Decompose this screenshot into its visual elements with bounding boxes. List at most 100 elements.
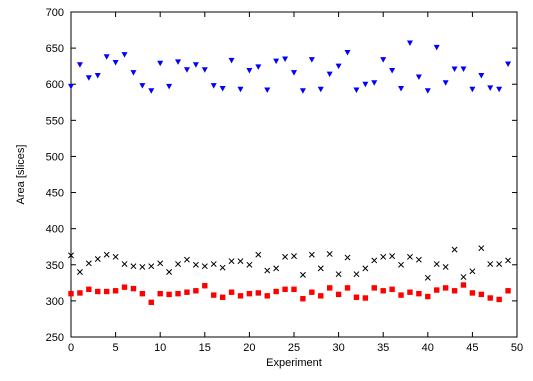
data-point [353, 294, 360, 300]
data-point [76, 62, 83, 68]
data-point [469, 86, 476, 93]
data-point [237, 86, 244, 93]
y-tick-label: 600 [46, 79, 64, 91]
data-point [380, 288, 386, 294]
data-point [237, 258, 244, 265]
data-point [451, 246, 458, 253]
data-point [246, 68, 253, 74]
data-point [228, 289, 235, 295]
data-point [487, 295, 493, 301]
data-point [442, 263, 449, 270]
data-point [85, 260, 92, 267]
x-tick-label: 0 [68, 342, 74, 354]
data-point [273, 288, 279, 295]
data-point [478, 245, 485, 252]
data-point [68, 290, 74, 297]
data-point [371, 257, 378, 264]
y-axis-label: Area [slices] [15, 145, 27, 205]
data-point [291, 253, 297, 260]
x-tick-label: 25 [288, 342, 300, 354]
data-point [103, 251, 110, 258]
data-point [148, 299, 154, 306]
data-point [210, 261, 217, 268]
data-point [139, 83, 146, 89]
data-point [398, 261, 404, 268]
data-point [157, 290, 163, 297]
data-point [166, 269, 173, 275]
x-tick-label: 50 [511, 342, 523, 354]
data-point [362, 265, 369, 272]
data-point [85, 75, 92, 81]
data-point [415, 256, 422, 263]
data-point [157, 260, 164, 267]
x-tick-label: 40 [422, 342, 434, 354]
data-point [68, 83, 74, 90]
data-point [184, 289, 190, 295]
data-point [201, 263, 208, 270]
data-point [175, 59, 182, 65]
data-point [335, 291, 342, 298]
data-point [407, 253, 413, 260]
data-point [478, 291, 485, 298]
y-tick-label: 350 [46, 260, 64, 272]
data-point [94, 256, 101, 262]
data-point [362, 295, 369, 301]
data-point [175, 290, 181, 297]
x-tick-label: 20 [243, 342, 255, 354]
data-point [353, 87, 360, 93]
x-tick-label: 30 [332, 342, 344, 354]
data-point [344, 285, 351, 291]
y-tick-label: 400 [46, 224, 64, 236]
y-tick-label: 550 [46, 115, 64, 127]
data-point [487, 261, 494, 268]
data-point [86, 286, 92, 293]
data-point [300, 296, 306, 302]
data-point [193, 288, 199, 294]
data-point [291, 70, 297, 76]
data-point [246, 261, 253, 268]
data-point [460, 282, 467, 288]
data-point [299, 271, 306, 278]
data-point [219, 294, 226, 300]
data-point [505, 61, 512, 67]
data-point [424, 88, 431, 94]
data-point [121, 52, 128, 58]
data-point [469, 268, 476, 275]
data-point [371, 80, 378, 86]
data-point [496, 261, 503, 268]
data-point [469, 290, 476, 296]
data-point [299, 88, 306, 94]
data-point [451, 288, 458, 294]
data-point [103, 288, 110, 295]
data-point [389, 68, 396, 74]
data-point [211, 292, 217, 298]
data-point [389, 286, 395, 293]
data-point [335, 271, 342, 278]
data-point [77, 290, 83, 296]
data-point [371, 285, 377, 291]
data-point [317, 86, 324, 93]
data-point [121, 284, 128, 290]
data-point [433, 44, 440, 51]
data-points [68, 40, 512, 306]
data-point [398, 292, 404, 298]
data-point [398, 86, 405, 92]
tick-labels: 0 5 10 15 20 25 30 35 40 45 50 250 300 350 400 450 500 55… [46, 7, 523, 354]
data-point [139, 263, 146, 270]
data-point [219, 86, 226, 92]
data-point [112, 288, 119, 294]
data-point [201, 67, 208, 73]
data-point [219, 264, 226, 271]
data-point [460, 274, 467, 281]
data-point [184, 256, 190, 263]
data-point [192, 261, 199, 268]
data-point [157, 60, 164, 67]
data-point [380, 57, 387, 63]
data-point [282, 56, 289, 62]
series-square [68, 282, 511, 306]
data-point [308, 57, 315, 63]
data-point [353, 271, 360, 278]
data-point [94, 73, 101, 79]
data-point [326, 285, 333, 291]
data-point [407, 289, 413, 295]
